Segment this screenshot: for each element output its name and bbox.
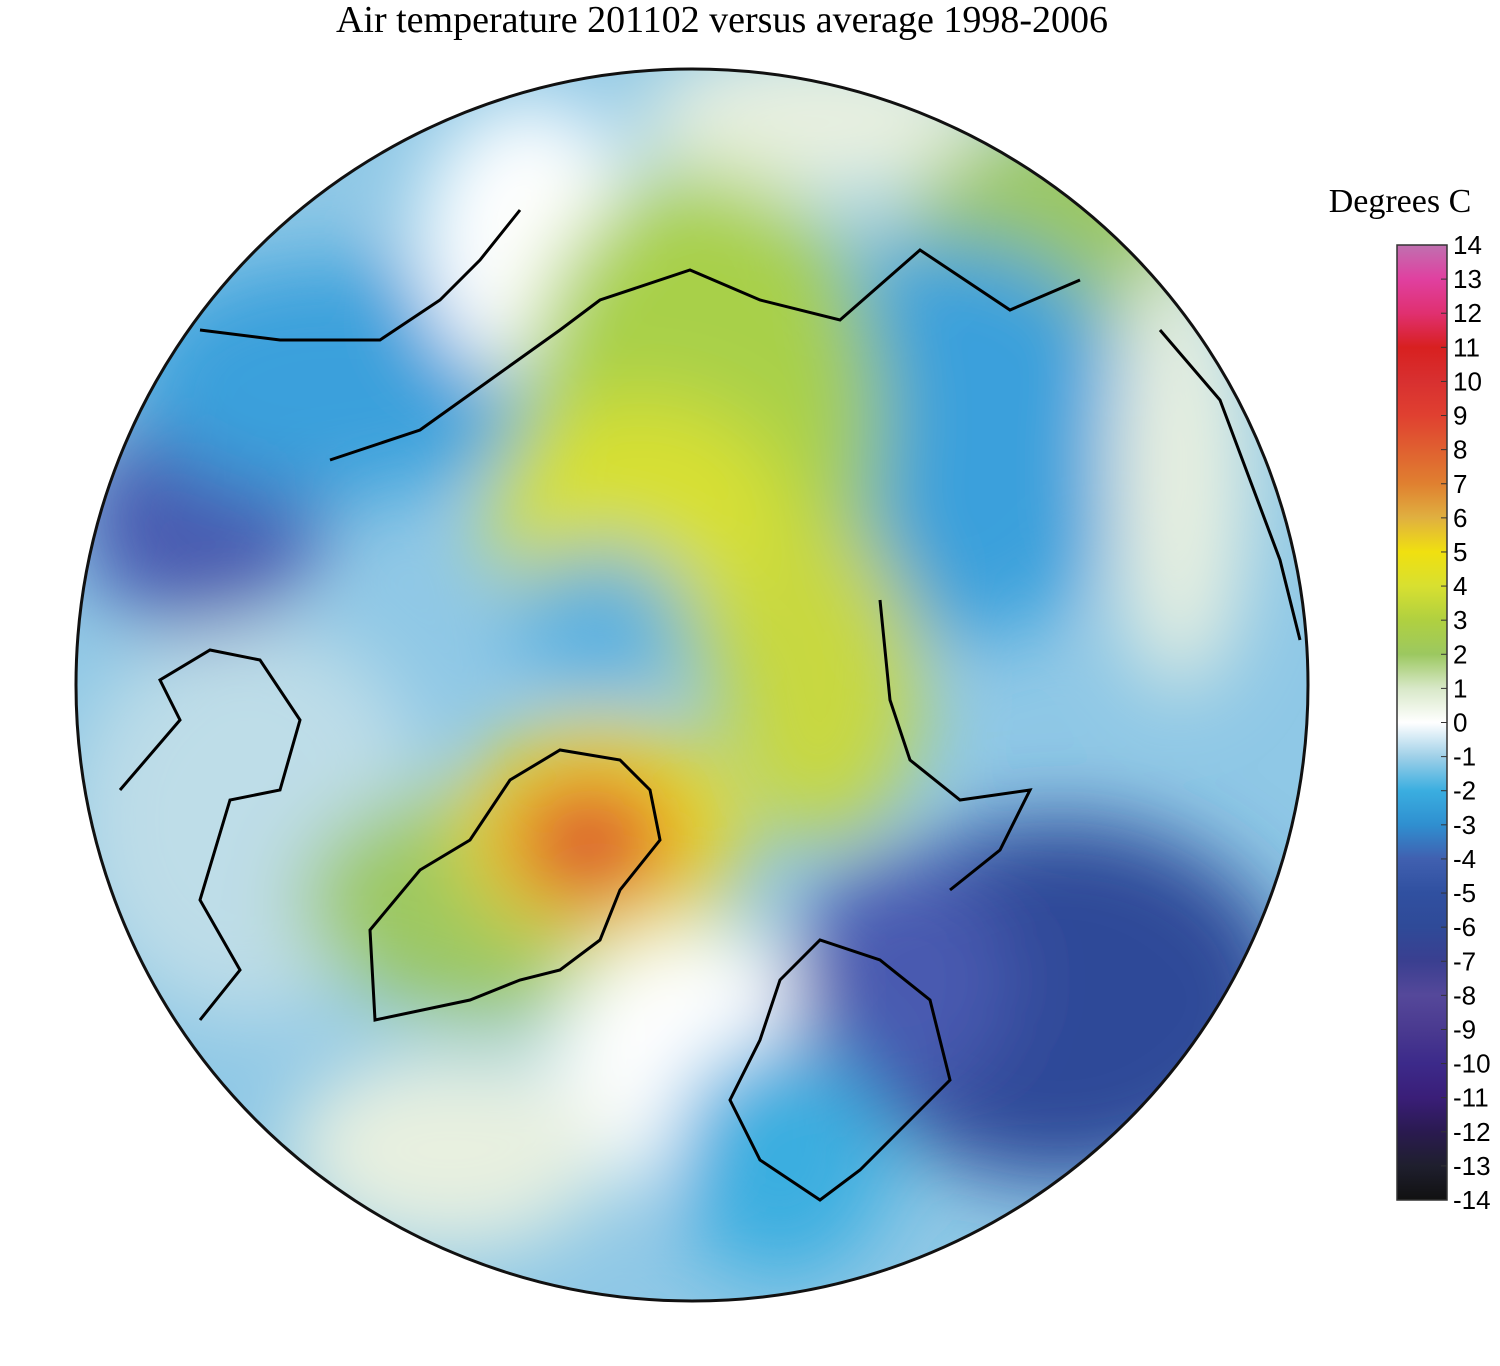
colorbar-tick-label: -9 xyxy=(1453,1014,1476,1044)
colorbar-tick-label: -2 xyxy=(1453,776,1476,806)
colorbar-tick-label: 3 xyxy=(1453,605,1467,635)
colorbar: -14-13-12-11-10-9-8-7-6-5-4-3-2-10123456… xyxy=(1396,230,1491,1215)
colorbar-tick-label: 14 xyxy=(1453,230,1482,260)
colorbar-tick-label: 5 xyxy=(1453,537,1467,567)
colorbar-tick-label: 12 xyxy=(1453,298,1482,328)
colorbar-tick-label: 0 xyxy=(1453,708,1467,738)
colorbar-tick-label: -3 xyxy=(1453,810,1476,840)
colorbar-tick-label: -1 xyxy=(1453,742,1476,772)
colorbar-tick-label: 7 xyxy=(1453,469,1467,499)
colorbar-label: Degrees C xyxy=(1329,183,1472,220)
globe-outline xyxy=(74,67,1310,1303)
colorbar-tick-label: 11 xyxy=(1453,332,1480,362)
colorbar-tick-label: -6 xyxy=(1453,912,1476,942)
temperature-field xyxy=(76,69,1308,1301)
colorbar-tick-label: 9 xyxy=(1453,401,1467,431)
title: Air temperature 201102 versus average 19… xyxy=(336,0,1108,41)
colorbar-tick-label: -14 xyxy=(1453,1185,1491,1215)
colorbar-tick-label: -11 xyxy=(1453,1083,1489,1113)
colorbar-tick-label: -13 xyxy=(1453,1151,1491,1181)
colorbar-tick-label: -12 xyxy=(1453,1117,1491,1147)
colorbar-tick-label: -8 xyxy=(1453,980,1476,1010)
colorbar-tick-label: 6 xyxy=(1453,503,1467,533)
colorbar-tick-label: -10 xyxy=(1453,1049,1491,1079)
colorbar-tick-label: 10 xyxy=(1453,366,1482,396)
colorbar-tick-label: -4 xyxy=(1453,844,1476,874)
colorbar-tick-label: -5 xyxy=(1453,878,1476,908)
colorbar-tick-label: 13 xyxy=(1453,264,1482,294)
colorbar-tick-label: 2 xyxy=(1453,639,1467,669)
colorbar-tick-label: 8 xyxy=(1453,435,1467,465)
colorbar-tick-label: -7 xyxy=(1453,946,1476,976)
colorbar-gradient xyxy=(1396,244,1448,1201)
colorbar-tick-label: 1 xyxy=(1453,673,1467,703)
colorbar-tick-label: 4 xyxy=(1453,571,1467,601)
